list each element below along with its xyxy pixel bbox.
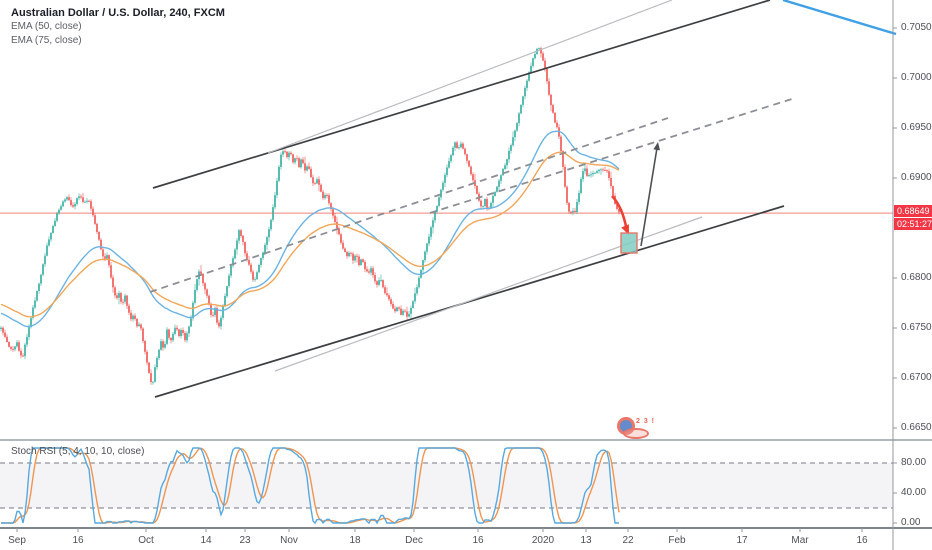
watermark-badge: 2 3 ! (617, 416, 657, 439)
symbol-title[interactable]: Australian Dollar / U.S. Dollar, 240, FX… (11, 7, 225, 19)
upper-channel-line[interactable] (152, 0, 771, 189)
ema-50-label[interactable]: EMA (50, close) (11, 21, 82, 32)
projection-arrow-up[interactable] (640, 142, 660, 247)
time-axis-label: 16 (472, 535, 484, 546)
current-price-label: 0.68649 (894, 205, 932, 217)
time-axis-label: 17 (736, 535, 748, 546)
watermark-ellipse-icon (623, 428, 649, 439)
stoch-band (0, 463, 893, 508)
dashed-trend-line-upper[interactable] (429, 97, 796, 214)
stoch-axis-label: 40.00 (901, 487, 927, 498)
time-axis-label: 16 (856, 535, 868, 546)
time-axis-label: 22 (622, 535, 634, 546)
up-candle-wicks (0, 47, 602, 385)
time-axis-label: 23 (239, 535, 251, 546)
time-axis-label: 18 (349, 535, 361, 546)
blue-resistance-line[interactable] (782, 0, 897, 36)
stoch-k-line[interactable] (1, 447, 619, 525)
candles-layer (0, 46, 620, 385)
time-axis-label: 2020 (531, 535, 555, 546)
price-axis-label: 0.66500 (901, 422, 932, 433)
time-axis-label: Feb (668, 535, 686, 546)
stoch-rsi-label[interactable]: Stoch RSI (5, 4, 10, 10, close) (11, 446, 145, 457)
target-zone-box[interactable] (620, 232, 638, 254)
time-axis-label: Sep (8, 535, 26, 546)
upper-channel-inner-line[interactable] (267, 0, 673, 154)
lower-channel-line[interactable] (154, 205, 785, 398)
dashed-trend-line-lower[interactable] (149, 117, 669, 293)
ema-50-line[interactable] (0, 130, 620, 328)
chart-legend[interactable]: Australian Dollar / U.S. Dollar, 240, FX… (11, 6, 225, 48)
time-axis-label: 14 (200, 535, 212, 546)
time-axis-label: Mar (791, 535, 809, 546)
ema-75-line[interactable] (0, 151, 620, 318)
time-axis-label: 13 (580, 535, 592, 546)
time-axis-label: 16 (72, 535, 84, 546)
stoch-axis-label: 80.00 (901, 457, 927, 468)
time-axis-label: Nov (280, 535, 298, 546)
ema-75-label[interactable]: EMA (75, close) (11, 35, 82, 46)
time-axis-label: Oct (138, 535, 154, 546)
watermark-text: 2 3 ! (636, 418, 656, 425)
lower-channel-inner-line[interactable] (274, 216, 703, 372)
stoch-axis-label: 0.00 (901, 517, 921, 528)
time-axis-label: Dec (405, 535, 423, 546)
up-candle-bodies (0, 48, 602, 383)
bar-countdown-label: 02:51:27 (894, 218, 932, 230)
stoch-rsi-plot (1, 447, 620, 525)
